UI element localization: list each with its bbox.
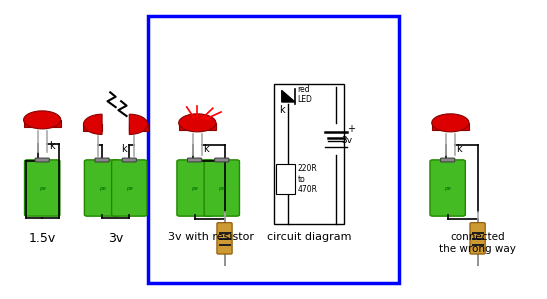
FancyBboxPatch shape — [204, 160, 240, 216]
Ellipse shape — [432, 114, 469, 132]
FancyBboxPatch shape — [177, 160, 212, 216]
Text: +: + — [347, 124, 355, 134]
FancyBboxPatch shape — [95, 158, 109, 162]
FancyBboxPatch shape — [217, 223, 232, 254]
Text: 3v with resistor: 3v with resistor — [168, 232, 254, 242]
FancyBboxPatch shape — [215, 158, 229, 162]
FancyBboxPatch shape — [430, 160, 465, 216]
FancyBboxPatch shape — [84, 124, 102, 131]
Text: pe: pe — [39, 185, 45, 190]
Text: pe: pe — [98, 185, 106, 190]
FancyBboxPatch shape — [472, 244, 484, 246]
Text: k: k — [121, 144, 127, 154]
Text: pe: pe — [444, 185, 451, 190]
FancyBboxPatch shape — [472, 232, 484, 234]
FancyBboxPatch shape — [179, 123, 216, 129]
FancyBboxPatch shape — [440, 158, 455, 162]
Text: circuit diagram: circuit diagram — [266, 232, 351, 242]
FancyBboxPatch shape — [219, 238, 230, 240]
FancyBboxPatch shape — [470, 223, 485, 254]
Wedge shape — [129, 114, 148, 135]
Text: k: k — [203, 144, 208, 154]
Text: pe: pe — [126, 185, 133, 190]
Text: 220R
to
470R: 220R to 470R — [298, 164, 318, 194]
FancyBboxPatch shape — [148, 16, 399, 283]
FancyBboxPatch shape — [112, 160, 147, 216]
Text: connected
the wrong way: connected the wrong way — [439, 232, 516, 254]
Ellipse shape — [24, 111, 61, 129]
Text: 1.5v: 1.5v — [28, 232, 56, 245]
Wedge shape — [84, 114, 102, 135]
FancyBboxPatch shape — [432, 123, 469, 129]
Polygon shape — [282, 90, 295, 102]
Text: red
LED: red LED — [297, 85, 312, 104]
FancyBboxPatch shape — [219, 232, 230, 234]
FancyBboxPatch shape — [25, 160, 60, 216]
FancyBboxPatch shape — [122, 158, 136, 162]
FancyBboxPatch shape — [276, 164, 295, 194]
Text: k: k — [279, 105, 284, 115]
FancyBboxPatch shape — [188, 158, 202, 162]
Text: k: k — [456, 144, 462, 154]
Text: k: k — [49, 141, 54, 151]
Text: pe: pe — [191, 185, 198, 190]
Text: 3v: 3v — [108, 232, 123, 245]
FancyBboxPatch shape — [84, 160, 120, 216]
Text: 3v: 3v — [341, 136, 353, 145]
Ellipse shape — [179, 114, 216, 132]
FancyBboxPatch shape — [35, 158, 49, 162]
FancyBboxPatch shape — [129, 124, 148, 131]
FancyBboxPatch shape — [24, 120, 61, 127]
FancyBboxPatch shape — [219, 244, 230, 246]
FancyBboxPatch shape — [274, 84, 344, 224]
Text: pe: pe — [218, 185, 225, 190]
FancyBboxPatch shape — [472, 238, 484, 240]
